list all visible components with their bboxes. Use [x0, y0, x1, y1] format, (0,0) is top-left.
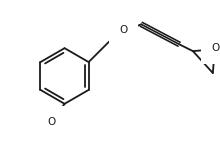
Text: O: O	[212, 43, 220, 53]
Text: O: O	[119, 25, 128, 35]
Text: O: O	[48, 117, 56, 127]
